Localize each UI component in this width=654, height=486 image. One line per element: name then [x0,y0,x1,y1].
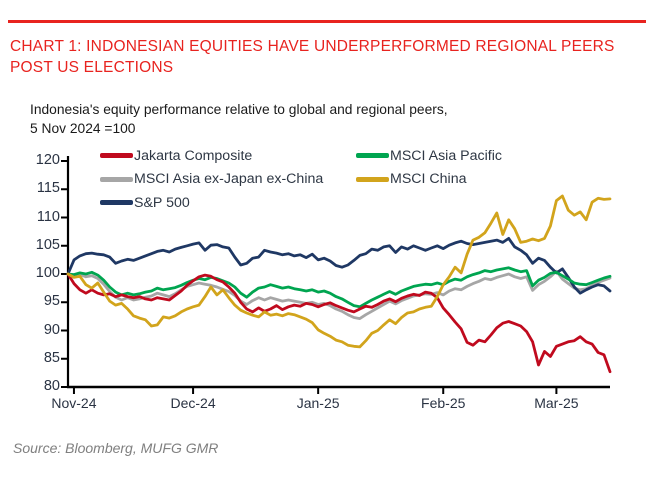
legend-label: MSCI China [390,171,467,187]
y-tick-label: 120 [35,152,60,168]
y-tick-label: 115 [36,180,60,197]
y-tick-label: 80 [43,378,60,394]
y-tick-label: 85 [43,349,60,366]
x-tick-label: Jan-25 [296,395,340,411]
line-msci-asia-pacific [66,266,612,309]
line-msci-asia-ex-japan-ex-china [66,269,612,321]
line-sp-500 [66,237,612,295]
plot-area [61,156,612,394]
chart-subtitle: Indonesia's equity performance relative … [30,102,448,136]
chart-legend: Jakarta Composite MSCI Asia Pacific MSCI A… [100,146,502,212]
legend-swatch-msci-china [356,176,389,182]
legend-label: MSCI Asia ex-Japan ex-China [134,171,324,187]
x-tick-label: Mar-25 [534,395,579,411]
source-note: Source: Bloomberg, MUFG GMR [13,440,219,456]
legend-swatch-sp-500 [100,200,133,205]
legend-item-jakarta-composite: Jakarta Composite [100,146,356,165]
y-tick-label: 95 [43,293,60,310]
legend-label: S&P 500 [134,194,190,211]
line-jakarta-composite [66,272,612,374]
x-tick-label: Nov-24 [51,395,97,411]
legend-swatch-msci-asia-ex-japan-ex-china [100,176,133,182]
line-msci-china [66,194,612,349]
header-rule [8,20,646,23]
y-tick-label: 105 [35,236,60,253]
line-chart: 120 115 110 105 100 95 90 85 80 Nov-24 Dec-24 Jan-… [0,140,654,430]
legend-label: Jakarta Composite [134,147,253,164]
y-tick-label: 110 [36,208,60,225]
legend-swatch-msci-asia-pacific [356,153,389,158]
y-tick-label: 100 [35,265,60,281]
legend-item-msci-china: MSCI China [356,170,502,189]
legend-item-msci-asia-ex-japan-ex-china: MSCI Asia ex-Japan ex-China [100,170,356,189]
legend-item-sp-500: S&P 500 [100,193,356,212]
legend-swatch-jakarta-composite [100,153,133,158]
chart-title: CHART 1: INDONESIAN EQUITIES HAVE UNDERP… [10,38,615,76]
x-tick-label: Dec-24 [170,395,216,411]
legend-item-msci-asia-pacific: MSCI Asia Pacific [356,146,502,165]
y-tick-label: 90 [43,321,60,338]
legend-label: MSCI Asia Pacific [390,147,502,164]
x-tick-label: Feb-25 [421,395,466,411]
